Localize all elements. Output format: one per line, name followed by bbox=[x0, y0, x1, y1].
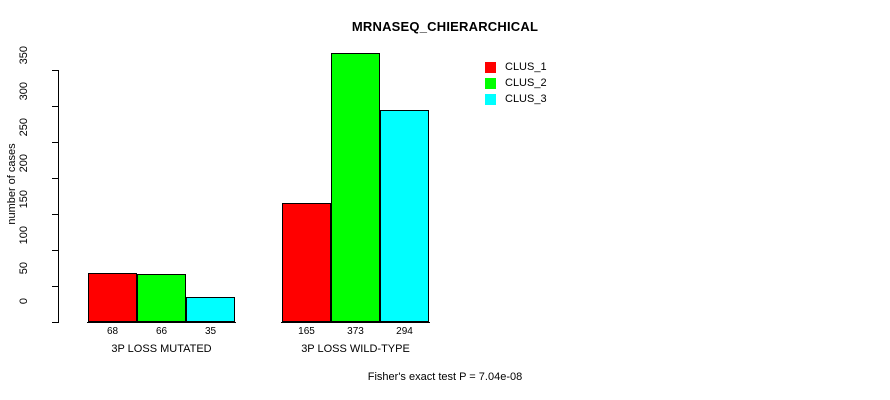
legend-item: CLUS_3 bbox=[485, 91, 547, 107]
bar-value-label: 35 bbox=[204, 326, 217, 337]
y-axis-title: number of cases bbox=[6, 143, 18, 225]
x-axis-group-label: 3P LOSS WILD-TYPE bbox=[301, 343, 410, 355]
legend-item: CLUS_1 bbox=[485, 59, 547, 75]
legend-item-label: CLUS_1 bbox=[505, 61, 547, 73]
y-axis-tick bbox=[52, 250, 58, 251]
legend-swatch-icon bbox=[485, 93, 496, 105]
y-axis-tick-label: 300 bbox=[0, 82, 48, 112]
bar bbox=[380, 110, 429, 322]
y-axis-tick bbox=[52, 214, 58, 215]
footer-note: Fisher's exact test P = 7.04e-08 bbox=[367, 371, 523, 383]
bar bbox=[282, 203, 331, 322]
bar bbox=[331, 53, 380, 322]
y-axis-tick-label: 100 bbox=[0, 226, 48, 256]
legend-item-label: CLUS_3 bbox=[505, 93, 547, 105]
y-axis-tick bbox=[52, 286, 58, 287]
y-axis-tick-label-text: 350 bbox=[18, 46, 30, 65]
y-axis-tick bbox=[52, 70, 58, 71]
legend-swatch-icon bbox=[485, 61, 496, 73]
x-axis-group-label: 3P LOSS MUTATED bbox=[111, 343, 212, 355]
legend-item: CLUS_2 bbox=[485, 75, 547, 91]
page-title: MRNASEQ_CHIERARCHICAL bbox=[351, 19, 539, 34]
bar-value-label: 66 bbox=[155, 326, 168, 337]
y-axis-tick-label: 350 bbox=[0, 46, 48, 76]
legend: CLUS_1 CLUS_2 CLUS_3 bbox=[485, 59, 547, 107]
y-axis-tick bbox=[52, 142, 58, 143]
bar-value-label: 294 bbox=[396, 326, 413, 337]
bar-value-label: 165 bbox=[298, 326, 315, 337]
bar bbox=[186, 297, 235, 322]
legend-swatch-icon bbox=[485, 77, 496, 89]
bar-value-label: 373 bbox=[347, 326, 364, 337]
y-axis-tick bbox=[52, 322, 58, 323]
y-axis-line bbox=[58, 70, 59, 323]
y-axis-tick-label: 50 bbox=[0, 262, 48, 292]
bar-value-label: 68 bbox=[106, 326, 119, 337]
y-axis-tick bbox=[52, 178, 58, 179]
group-baseline bbox=[281, 322, 430, 323]
legend-item-label: CLUS_2 bbox=[505, 77, 547, 89]
bar bbox=[137, 274, 186, 322]
group-baseline bbox=[87, 322, 236, 323]
bar bbox=[88, 273, 137, 322]
y-axis-tick-label: 0 bbox=[0, 298, 48, 328]
y-axis-tick bbox=[52, 106, 58, 107]
